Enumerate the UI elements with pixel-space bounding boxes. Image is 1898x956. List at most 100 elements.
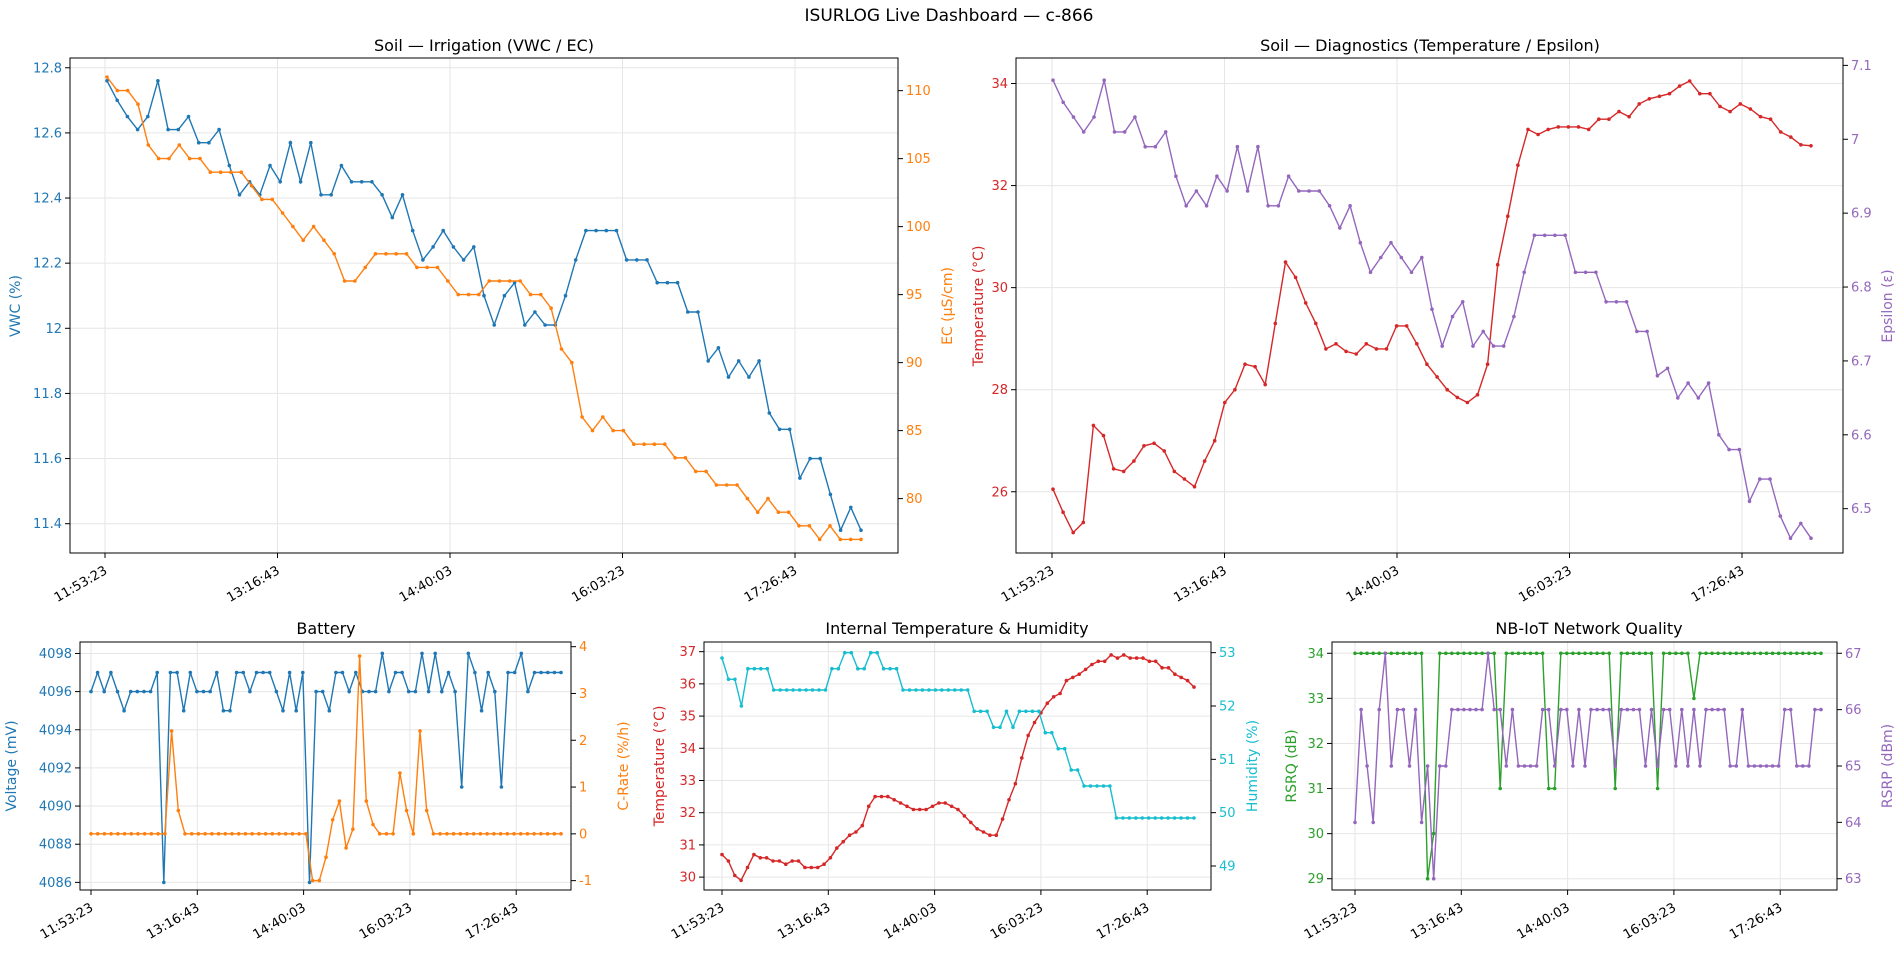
data-point-battery-left [479,708,484,713]
y-tick-label-left: 34 [991,77,1008,92]
data-point-diagnostics-left [1465,400,1470,405]
data-point-battery-left [340,670,345,675]
data-point-battery-right [116,832,120,836]
data-point-internal-left [1109,653,1113,657]
data-point-diagnostics-left [1364,342,1369,346]
data-point-diagnostics-left [1273,321,1278,326]
series-line-irrigation-right [106,76,861,541]
data-point-internal-left [790,859,794,863]
data-point-network-right [1571,764,1575,768]
data-point-battery-right [532,832,536,836]
panel-network: NB-IoT Network Quality RSRQ (dB) RSRP (d… [1284,619,1896,808]
data-point-network-right [1480,707,1484,712]
data-point-internal-right [1050,730,1054,735]
data-point-diagnostics-left [1657,94,1662,99]
left-axis-label-irrigation: VWC (%) [8,275,24,337]
data-point-diagnostics-left [1607,117,1611,121]
data-point-battery-right [364,799,369,803]
data-point-internal-right [765,666,770,671]
data-point-diagnostics-right [1747,499,1752,504]
data-point-battery-left [486,670,491,675]
data-point-network-right [1619,707,1624,712]
y-tick-label-left: 4090 [39,800,72,815]
data-point-internal-left [847,833,852,837]
data-point-network-left [1353,651,1357,656]
y-tick-label-right: 1 [579,781,587,796]
data-point-irrigation-left [798,476,802,480]
series-line-irrigation-left [106,80,862,533]
data-point-battery-right [398,771,402,775]
data-point-diagnostics-right [1563,233,1567,238]
data-point-diagnostics-left [1334,342,1338,346]
data-point-irrigation-right [363,265,368,270]
data-point-internal-right [1172,816,1177,820]
data-point-diagnostics-left [1789,135,1793,139]
data-point-internal-left [1020,756,1024,760]
data-point-network-left [1571,651,1575,656]
data-point-network-right [1776,764,1781,768]
data-point-network-left [1752,651,1757,656]
data-point-network-right [1819,707,1823,712]
data-point-internal-right [784,688,789,692]
data-point-internal-left [943,801,947,805]
data-point-network-right [1383,651,1388,656]
data-point-battery-right [384,832,389,836]
data-point-battery-right [216,832,221,836]
data-point-internal-right [849,650,854,655]
data-point-internal-left [866,804,871,809]
data-point-network-left [1740,651,1745,656]
y-tick-label-left: 31 [1307,782,1324,797]
data-point-battery-left [519,651,524,656]
data-point-diagnostics-left [1728,109,1732,114]
data-point-network-right [1746,764,1751,768]
data-point-internal-right [1082,784,1086,788]
data-point-internal-right [914,688,918,692]
data-point-battery-left [195,689,199,694]
data-point-network-right [1516,764,1521,768]
data-point-diagnostics-right [1583,270,1588,275]
data-point-irrigation-right [466,292,471,297]
data-point-diagnostics-right [1409,270,1414,275]
data-point-irrigation-left [604,228,609,233]
data-point-diagnostics-left [1071,530,1075,535]
data-point-network-left [1595,651,1599,656]
data-point-network-right [1559,707,1563,712]
chart-irrigation: 11:53:23 13:16:43 14:40:03 16:03:23 17:26:43… [33,57,931,606]
data-point-internal-right [946,688,951,692]
data-point-internal-left [1102,659,1107,664]
x-tick-label: 17:26:43 [1727,900,1785,942]
data-point-internal-left [822,862,826,866]
data-point-irrigation-right [838,537,843,542]
data-point-internal-left [969,820,973,825]
data-point-irrigation-right [384,252,388,256]
chart-title-internal: Internal Temperature & Humidity [825,619,1088,638]
data-point-battery-right [183,832,187,836]
data-point-network-right [1795,764,1799,768]
right-axis-label-network: RSRP (dBm) [1880,724,1896,808]
data-point-diagnostics-left [1778,130,1783,134]
y-tick-label-left: 35 [679,710,696,725]
y-tick-label-left: 11.4 [33,517,62,532]
data-point-internal-right [1179,816,1183,820]
data-point-diagnostics-right [1327,204,1332,208]
data-point-network-left [1686,651,1690,656]
data-point-battery-right [95,832,100,836]
data-point-internal-right [881,666,886,671]
data-point-irrigation-right [115,88,120,93]
data-point-internal-right [1108,784,1112,788]
data-point-network-right [1534,764,1539,768]
data-point-network-left [1371,651,1375,656]
data-point-diagnostics-left [1566,125,1571,129]
data-point-irrigation-right [817,537,822,542]
data-point-battery-right [431,832,436,836]
data-point-irrigation-left [859,528,863,532]
x-tick-label: 14:40:03 [1515,900,1573,942]
data-point-network-left [1625,651,1630,656]
data-point-diagnostics-right [1573,270,1578,275]
data-point-internal-right [1101,784,1106,788]
data-point-diagnostics-right [1102,78,1106,82]
y-tick-label-right: 7 [1851,133,1859,148]
data-point-irrigation-left [533,310,537,314]
data-point-internal-left [752,852,756,857]
data-point-irrigation-right [693,469,698,474]
